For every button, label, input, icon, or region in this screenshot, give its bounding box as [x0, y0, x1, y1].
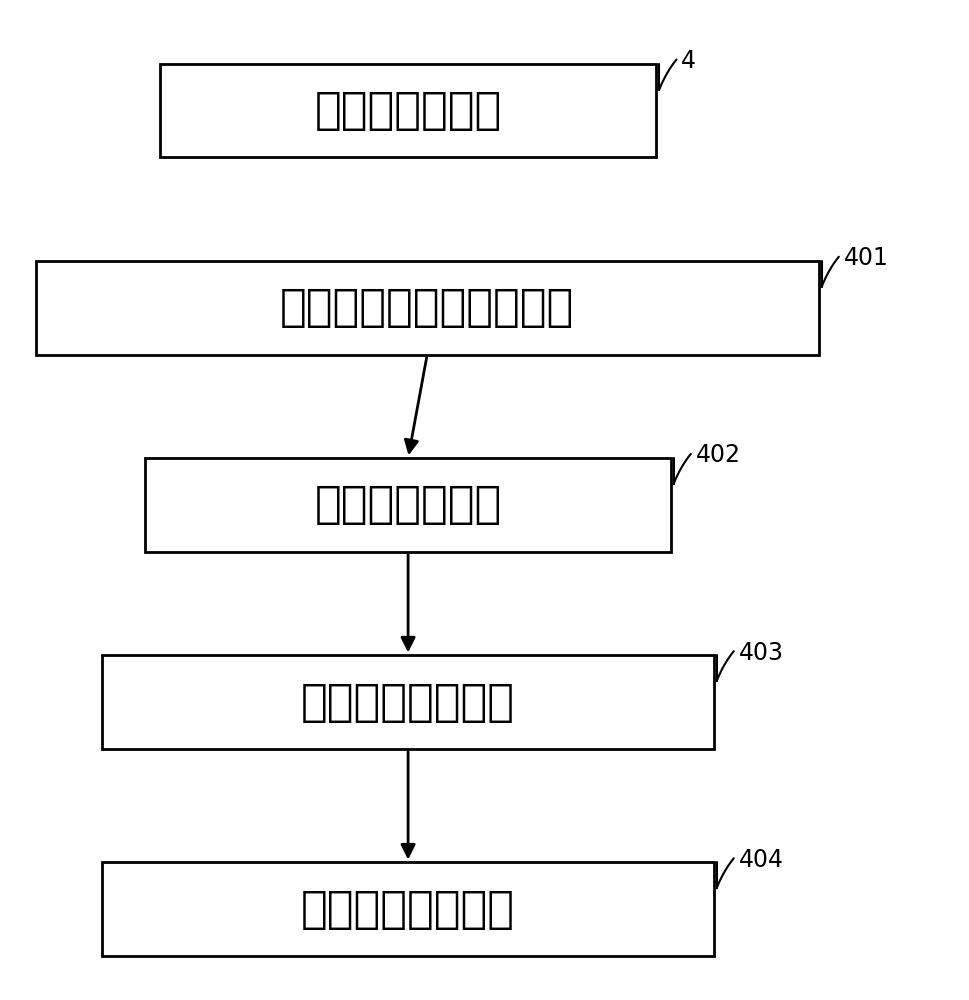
FancyBboxPatch shape — [145, 458, 671, 552]
Text: 异常运行提示模块: 异常运行提示模块 — [301, 888, 516, 931]
FancyBboxPatch shape — [36, 261, 819, 355]
Text: 401: 401 — [844, 246, 889, 270]
Text: 正常运行提示模块: 正常运行提示模块 — [301, 681, 516, 724]
FancyBboxPatch shape — [103, 862, 714, 956]
Text: 4: 4 — [681, 49, 697, 73]
FancyBboxPatch shape — [160, 64, 656, 157]
Text: 403: 403 — [738, 641, 784, 665]
Text: 预启动检测单元: 预启动检测单元 — [315, 89, 502, 132]
Text: 预运行测试模块: 预运行测试模块 — [315, 483, 502, 526]
Text: 前一次运行数据调取模块: 前一次运行数据调取模块 — [280, 286, 575, 329]
Text: 404: 404 — [738, 848, 784, 872]
FancyBboxPatch shape — [103, 655, 714, 749]
Text: 402: 402 — [696, 443, 740, 467]
